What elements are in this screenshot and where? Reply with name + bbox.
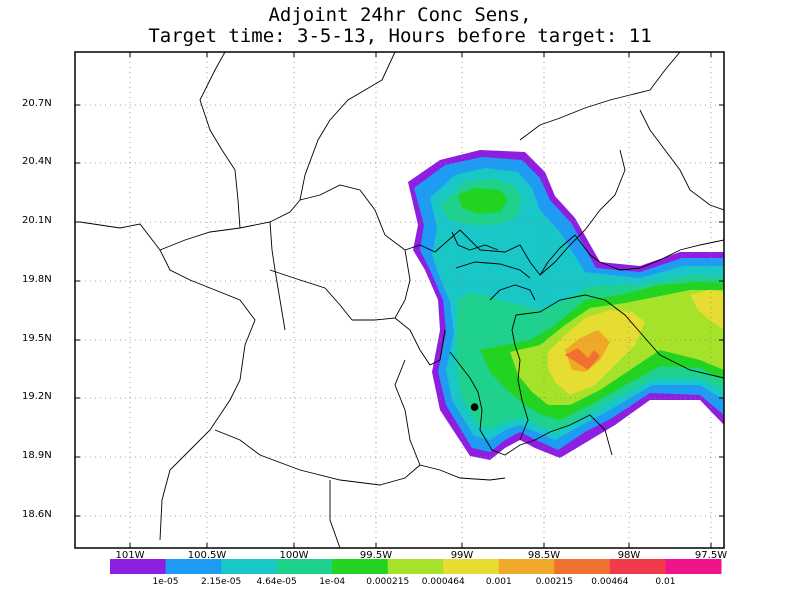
x-tick-label: 100.5W <box>187 550 227 561</box>
colorbar-swatch <box>110 559 167 574</box>
x-tick-label: 100W <box>279 550 309 561</box>
colorbar-swatch <box>165 559 222 574</box>
contour-level-5 <box>458 188 508 214</box>
colorbar-label: 0.001 <box>485 577 512 587</box>
state-boundaries <box>79 52 724 548</box>
y-tick-label: 19.8N <box>22 274 52 285</box>
map-title-line-2: Target time: 3-5-13, Hours before target… <box>148 25 652 47</box>
plot-frame <box>74 51 725 549</box>
y-tick-label: 19.5N <box>22 333 52 344</box>
x-tick-label: 98.5W <box>527 550 561 561</box>
colorbar-swatch <box>332 559 389 574</box>
x-tick-label: 99W <box>450 550 474 561</box>
colorbar-label: 0.01 <box>655 577 676 587</box>
colorbar-swatch <box>443 559 500 574</box>
y-tick-label: 18.6N <box>22 509 52 520</box>
colorbar-swatch <box>554 559 611 574</box>
coordinate-grid <box>75 52 724 548</box>
colorbar-swatch <box>221 559 278 574</box>
target-location-marker <box>470 403 479 411</box>
x-tick-label: 97.5W <box>694 550 728 561</box>
x-tick-label: 101W <box>115 550 145 561</box>
colorbar-label: 1e-04 <box>319 577 346 587</box>
colorbar-swatch <box>276 559 333 574</box>
colorbar-label: 0.00215 <box>535 577 573 587</box>
map-title-line-1: Adjoint 24hr Conc Sens, <box>268 4 532 26</box>
y-tick-label: 20.4N <box>22 156 52 167</box>
colorbar-swatch <box>609 559 666 574</box>
colorbar-swatch <box>665 559 722 574</box>
colorbar-swatch <box>387 559 444 574</box>
colorbar-swatch <box>498 559 555 574</box>
contour-level-7b <box>690 290 724 330</box>
x-tick-label: 98W <box>617 550 641 561</box>
colorbar <box>110 559 722 574</box>
y-tick-label: 19.2N <box>22 391 52 402</box>
x-tick-label: 99.5W <box>359 550 393 561</box>
sensitivity-field <box>408 150 724 460</box>
colorbar-label: 2.15e-05 <box>200 577 242 587</box>
y-tick-label: 20.1N <box>22 215 52 226</box>
colorbar-label: 1e-05 <box>152 577 179 587</box>
y-tick-label: 18.9N <box>22 450 52 461</box>
colorbar-label: 0.000464 <box>421 577 465 587</box>
colorbar-label: 0.00464 <box>591 577 629 587</box>
axis-ticks <box>75 52 724 548</box>
colorbar-label: 0.000215 <box>366 577 410 587</box>
contour-level-9 <box>565 348 600 370</box>
y-tick-label: 20.7N <box>22 98 52 109</box>
colorbar-label: 4.64e-05 <box>256 577 297 587</box>
